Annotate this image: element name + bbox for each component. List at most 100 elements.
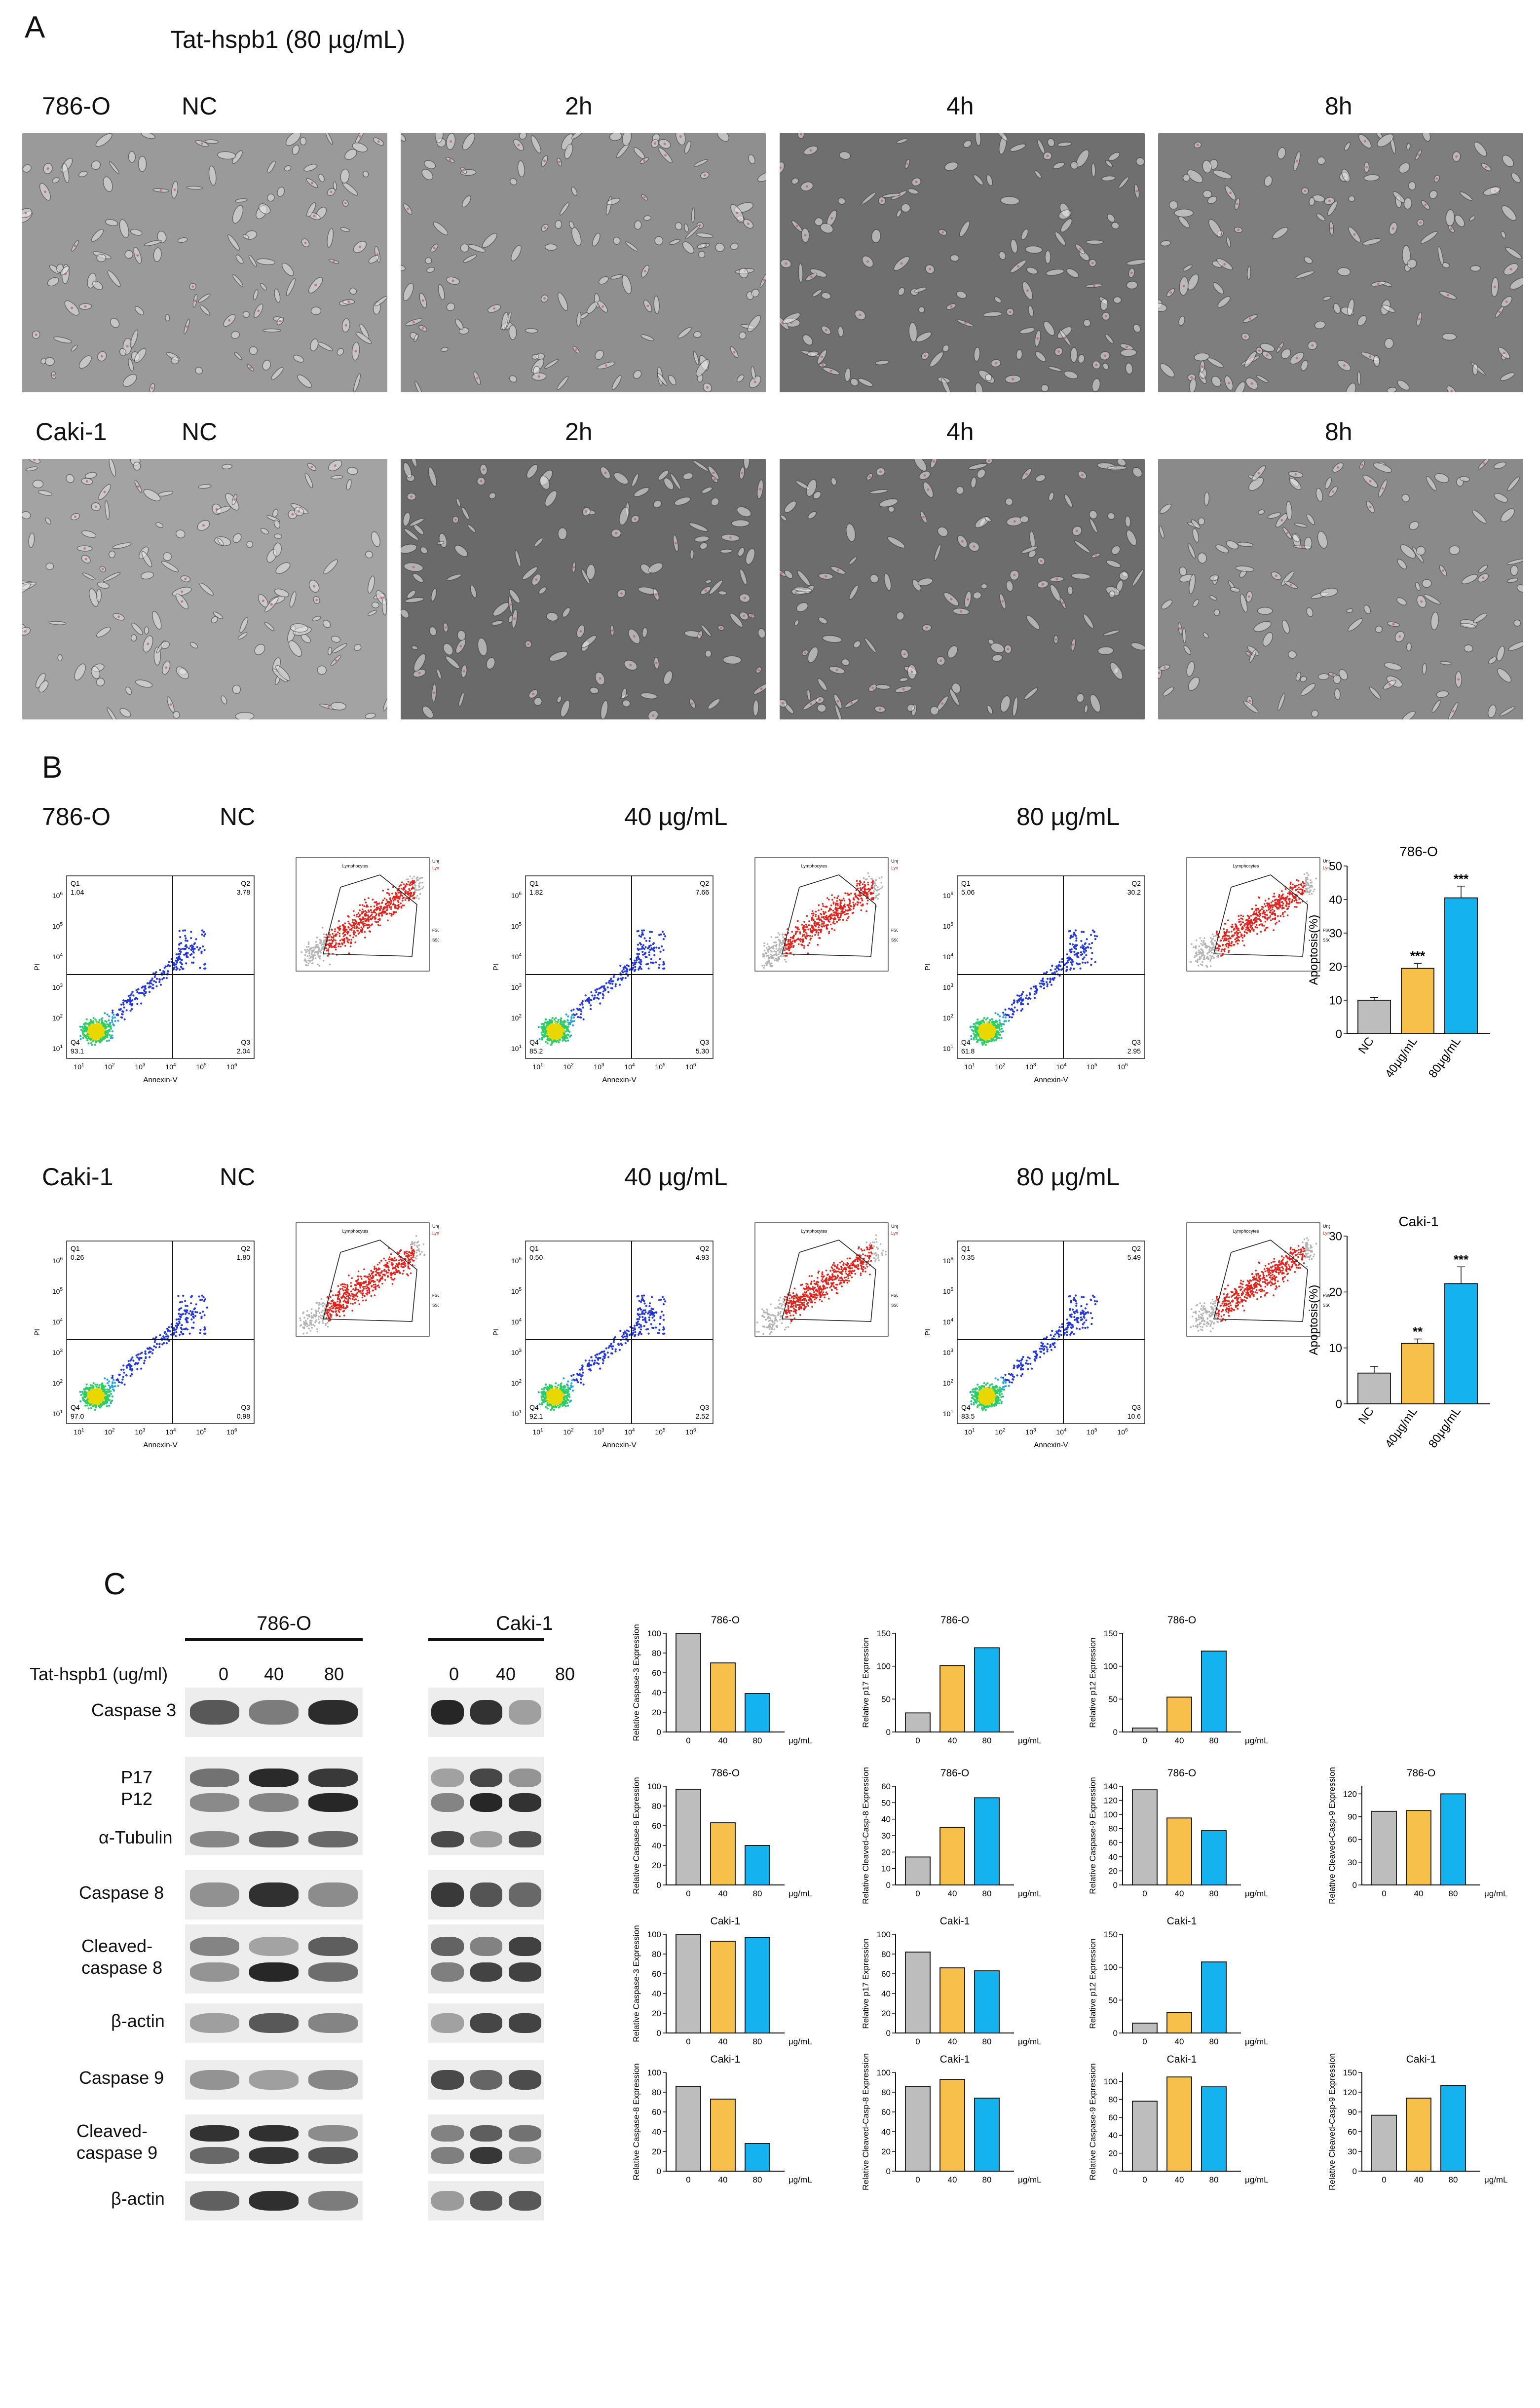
q1-label: Q1 bbox=[71, 879, 80, 887]
micrograph-caki1-nc bbox=[22, 459, 387, 719]
inset-legend-lymphocytes: Lymphocytes bbox=[891, 1231, 898, 1236]
blot-band bbox=[470, 2070, 503, 2090]
flow-plot-caki1-40: 101 101 102 102 103 103 104 104 105 105 106 106 Anne… bbox=[492, 1222, 898, 1449]
category-label: 40 bbox=[948, 2037, 957, 2046]
bar-80μg/mL bbox=[1444, 897, 1478, 1034]
y-axis-label: PI bbox=[924, 964, 932, 971]
blot-band bbox=[249, 2070, 299, 2090]
x-axis-label: Annexin-V bbox=[1034, 1076, 1068, 1084]
y-tick-label: 106 bbox=[52, 1256, 63, 1265]
blot-band bbox=[431, 2125, 464, 2142]
unit-label: μg/mL bbox=[1484, 1889, 1508, 1898]
bar-40 bbox=[710, 1662, 736, 1732]
chart-title: 786-O bbox=[940, 1615, 969, 1626]
blot-band bbox=[249, 1831, 299, 1847]
x-tick-label: 101 bbox=[532, 1428, 543, 1436]
inset-gate-label: Lymphocytes bbox=[801, 864, 827, 868]
q3-value: 2.95 bbox=[1127, 1047, 1141, 1055]
blot-label-5-0: β-actin bbox=[111, 2011, 165, 2031]
bar-80 bbox=[974, 1647, 1000, 1732]
q1-value: 0.50 bbox=[529, 1253, 543, 1261]
category-label: 80 bbox=[982, 1736, 992, 1745]
gating-polygon bbox=[781, 874, 876, 957]
quant-chart-0-1: 786-O 0 50 100 150 Relative p17 Expression 0 40… bbox=[861, 1615, 1042, 1745]
y-tick-label: 104 bbox=[511, 952, 522, 961]
y-tick-label: 0 bbox=[886, 1881, 891, 1890]
q3-label: Q3 bbox=[241, 1403, 250, 1411]
y-tick-label: 100 bbox=[1104, 1963, 1118, 1972]
panel-a-row2-tp-8h: 8h bbox=[1325, 418, 1352, 446]
y-tick-label: 103 bbox=[52, 1348, 63, 1356]
q2-label: Q2 bbox=[1131, 1244, 1141, 1252]
y-tick-label: 20 bbox=[1108, 1866, 1118, 1876]
x-tick-label: 103 bbox=[135, 1062, 146, 1071]
y-tick-label: 0 bbox=[1113, 2029, 1118, 2038]
y-tick-label: 140 bbox=[1104, 1782, 1118, 1791]
quant-chart-3-0: Caki-1 0 20 40 60 80 100 Relative Caspase-8 Exp… bbox=[632, 2054, 812, 2184]
category-label: 0 bbox=[915, 2037, 920, 2046]
x-tick-label: 105 bbox=[655, 1428, 666, 1436]
unit-label: μg/mL bbox=[1484, 2175, 1508, 2184]
y-tick-label: 40 bbox=[652, 1989, 661, 1998]
unit-label: μg/mL bbox=[789, 1889, 812, 1898]
y-tick-label: 20 bbox=[652, 1708, 661, 1717]
blot-label-0-0: Caspase 3 bbox=[91, 1700, 177, 1720]
y-tick-label: 0 bbox=[657, 1881, 661, 1890]
y-tick-label: 100 bbox=[877, 1930, 891, 1939]
x-tick-label: 103 bbox=[594, 1428, 604, 1436]
blot-band bbox=[508, 2191, 541, 2211]
bar-40 bbox=[1166, 2076, 1192, 2172]
blot-band bbox=[308, 2191, 358, 2211]
flow-plot-786o-80: 101 101 102 102 103 103 104 104 105 105 106 106 Anne… bbox=[924, 857, 1330, 1084]
y-axis-label: PI bbox=[33, 964, 41, 971]
blot-caki1-row-3 bbox=[428, 1870, 544, 1919]
blot-786o-row-4 bbox=[185, 1924, 363, 1994]
panel-b-letter: B bbox=[42, 751, 63, 785]
q4-label: Q4 bbox=[529, 1038, 539, 1046]
y-tick-label: 0 bbox=[1336, 1027, 1342, 1041]
blot-label-4-0: Cleaved- bbox=[81, 1936, 153, 1956]
blot-caki1-row-5 bbox=[428, 2003, 544, 2043]
y-axis-label: Relative p12 Expression bbox=[1088, 1637, 1097, 1728]
quant-chart-3-3: Caki-1 0 30 60 90 120 150 Relative Cleaved-Casp… bbox=[1327, 2053, 1508, 2190]
micrograph-786o-4h bbox=[780, 133, 1145, 392]
q4-label: Q4 bbox=[961, 1038, 971, 1046]
chart-title: Caki-1 bbox=[1399, 1214, 1439, 1229]
blot-band bbox=[470, 1793, 503, 1812]
y-axis-label: Relative p17 Expression bbox=[861, 1938, 870, 2029]
inset-fsc-label: FSC-A bbox=[432, 928, 439, 933]
y-axis-label: PI bbox=[492, 1329, 500, 1336]
y-tick-label: 0 bbox=[886, 2029, 891, 2038]
q4-label: Q4 bbox=[961, 1403, 971, 1411]
y-axis-label: Relative Caspase-3 Expression bbox=[632, 1925, 641, 2042]
inset-ssc-label: SSC-A bbox=[891, 1303, 898, 1308]
y-tick-label: 100 bbox=[877, 1662, 891, 1671]
panel-a-row1-tp-nc: NC bbox=[182, 92, 218, 120]
bar-40 bbox=[1406, 1810, 1431, 1885]
gating-polygon bbox=[1213, 1240, 1308, 1322]
inset-legend-ungated: Ungated bbox=[891, 859, 898, 864]
bar-80 bbox=[1440, 1793, 1466, 1885]
bar-40 bbox=[1406, 2098, 1431, 2172]
blot-caki1-row-0 bbox=[428, 1688, 544, 1737]
bar-0 bbox=[1132, 1728, 1158, 1732]
y-tick-label: 20 bbox=[652, 2009, 661, 2018]
y-tick-label: 120 bbox=[1104, 1796, 1118, 1806]
category-label: 40μg/mL bbox=[1383, 1405, 1420, 1450]
y-tick-label: 60 bbox=[881, 1969, 891, 1979]
q1-value: 0.35 bbox=[961, 1253, 975, 1261]
blot-band bbox=[189, 1768, 240, 1788]
y-tick-label: 90 bbox=[1348, 1812, 1357, 1821]
inset-legend-lymphocytes: Lymphocytes bbox=[1323, 865, 1330, 870]
y-axis-label: Apoptosis(%) bbox=[1307, 915, 1320, 985]
y-tick-label: 102 bbox=[52, 1014, 63, 1022]
bar-NC bbox=[1357, 1000, 1391, 1034]
x-tick-label: 105 bbox=[655, 1062, 666, 1071]
q1-value: 0.26 bbox=[71, 1253, 84, 1261]
q3-label: Q3 bbox=[1131, 1038, 1141, 1046]
x-axis-label: Annexin-V bbox=[143, 1076, 177, 1084]
y-axis-label: Apoptosis(%) bbox=[1307, 1285, 1320, 1355]
y-tick-label: 105 bbox=[511, 922, 522, 930]
blot-band bbox=[470, 1937, 503, 1956]
x-tick-label: 105 bbox=[196, 1428, 207, 1436]
